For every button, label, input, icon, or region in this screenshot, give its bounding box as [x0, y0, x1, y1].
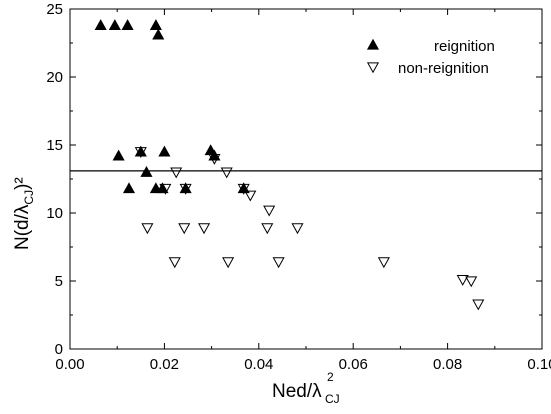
x-tick-labels: 0.00 0.02 0.04 0.06 0.08 0.10: [55, 356, 551, 373]
legend-label-reignition: reignition: [434, 38, 495, 55]
point-non-reignition: [465, 276, 478, 288]
point-non-reignition: [291, 223, 304, 235]
point-non-reignition: [456, 274, 469, 286]
y-tick-label: 15: [46, 137, 63, 154]
x-axis-label-sup: 2: [327, 370, 334, 384]
y-tick-labels: 0 5 10 15 20 25: [46, 1, 63, 358]
data-points: [94, 19, 485, 311]
y-axis-label: N(d/λCJ)²: [12, 177, 36, 250]
point-reignition: [208, 149, 221, 161]
point-non-reignition: [272, 257, 285, 269]
x-tick-label: 0.04: [244, 356, 273, 373]
point-non-reignition: [141, 223, 154, 235]
point-reignition: [121, 19, 134, 30]
point-non-reignition: [377, 257, 390, 269]
legend: reignition non-reignition: [366, 38, 495, 77]
y-tick-label: 0: [55, 341, 63, 358]
point-reignition: [179, 182, 192, 194]
point-reignition: [158, 145, 171, 157]
point-reignition: [122, 182, 136, 194]
y-tick-label: 20: [46, 69, 63, 86]
legend-label-non-reignition: non-reignition: [398, 60, 489, 77]
point-reignition: [140, 165, 153, 177]
point-reignition: [94, 19, 107, 30]
y-tick-label: 5: [55, 273, 63, 290]
point-reignition: [134, 145, 147, 157]
point-non-reignition: [472, 299, 485, 311]
x-tick-label: 0.02: [150, 356, 179, 373]
point-non-reignition: [244, 190, 257, 202]
point-non-reignition: [197, 223, 211, 235]
point-non-reignition: [179, 183, 192, 195]
point-non-reignition: [237, 183, 250, 195]
legend-marker-non-reignition: [366, 62, 380, 74]
point-non-reignition: [170, 167, 183, 179]
x-tick-label: 0.00: [55, 356, 84, 373]
x-axis-label: Ned/λ: [272, 381, 322, 402]
x-axis-label-sub: CJ: [325, 392, 340, 406]
point-reignition: [152, 28, 165, 40]
point-non-reignition: [159, 183, 172, 195]
point-non-reignition: [134, 147, 147, 159]
x-tick-label: 0.08: [433, 356, 462, 373]
x-tick-label: 0.10: [527, 356, 551, 373]
y-tick-label: 25: [46, 1, 63, 18]
point-reignition: [108, 19, 121, 30]
point-non-reignition: [208, 153, 221, 165]
point-reignition: [112, 149, 125, 161]
point-reignition: [237, 182, 250, 194]
point-non-reignition: [222, 257, 235, 269]
point-reignition: [149, 19, 162, 30]
x-tick-label: 0.06: [339, 356, 368, 373]
axis-ticks: [69, 8, 543, 350]
point-non-reignition: [261, 223, 274, 235]
point-non-reignition: [178, 223, 191, 235]
legend-marker-reignition: [366, 38, 380, 50]
point-non-reignition: [168, 257, 181, 269]
point-non-reignition: [263, 205, 276, 217]
y-tick-label: 10: [46, 205, 63, 222]
point-non-reignition: [220, 167, 233, 179]
